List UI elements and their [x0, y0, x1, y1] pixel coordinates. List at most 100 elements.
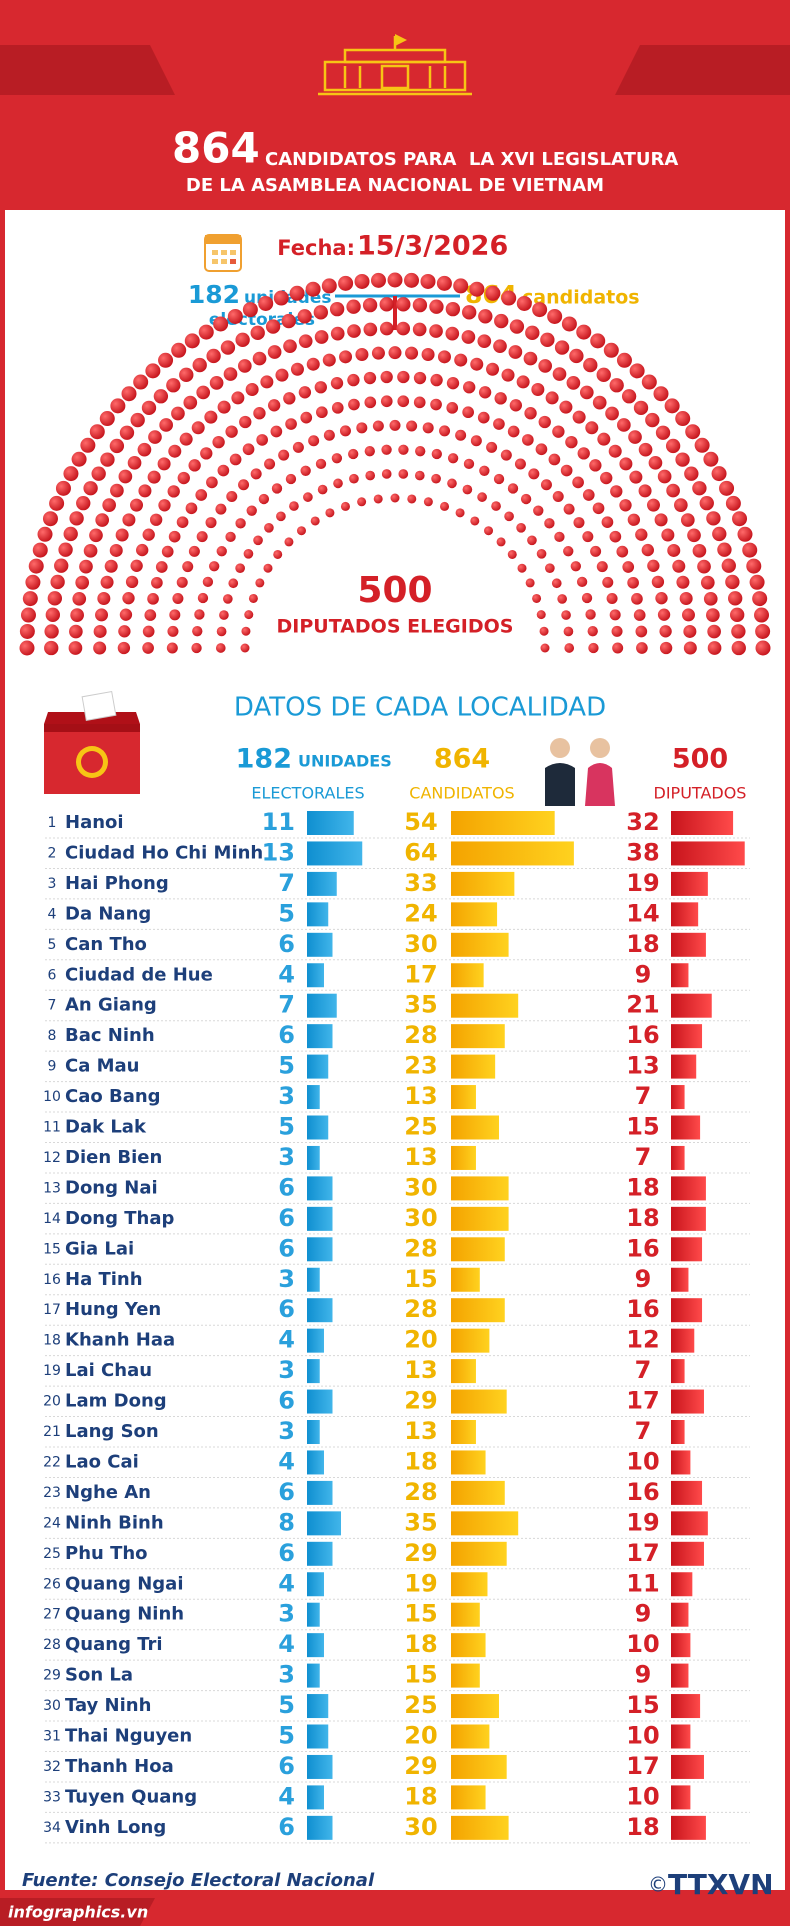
- deputies-bar: [671, 1054, 697, 1079]
- seat: [355, 348, 369, 362]
- units-bar: [307, 902, 329, 927]
- seat: [49, 495, 65, 511]
- deputies-bar: [671, 1754, 704, 1779]
- seat: [461, 330, 476, 344]
- seat: [365, 470, 376, 481]
- candidates-bar: [451, 1420, 476, 1444]
- seat: [255, 578, 265, 588]
- seat: [216, 546, 227, 557]
- seat: [379, 321, 394, 336]
- seat: [616, 545, 629, 558]
- seat: [680, 513, 695, 527]
- seat: [470, 516, 480, 526]
- body: [5, 210, 785, 1890]
- units-value: 5: [278, 899, 295, 927]
- seat: [621, 389, 637, 404]
- seat: [683, 641, 697, 655]
- deputies-bar: [671, 1511, 708, 1536]
- deputies-value: 9: [635, 1661, 652, 1689]
- seat: [159, 418, 173, 432]
- seat: [536, 548, 547, 559]
- seat: [45, 607, 60, 622]
- seat: [414, 470, 425, 481]
- seat: [176, 516, 189, 529]
- seat: [561, 316, 577, 332]
- seat: [196, 531, 208, 543]
- seat: [188, 459, 201, 472]
- seat: [248, 593, 258, 603]
- seat: [275, 368, 289, 382]
- units-value: 6: [278, 1204, 295, 1232]
- units-value: 3: [278, 1356, 295, 1384]
- seat: [241, 626, 251, 636]
- seat: [313, 305, 328, 320]
- seat: [308, 435, 320, 447]
- seat: [627, 576, 639, 589]
- row-number: 30: [43, 1698, 61, 1714]
- seat: [420, 273, 436, 289]
- seat: [285, 418, 297, 430]
- seat: [520, 493, 532, 505]
- units-bar: [307, 1541, 333, 1566]
- seat: [168, 444, 182, 458]
- deputies-value: 17: [626, 1387, 659, 1415]
- row-number: 18: [43, 1333, 61, 1349]
- seat: [755, 640, 771, 656]
- seat: [250, 468, 262, 480]
- seat: [470, 435, 482, 447]
- seat: [155, 561, 168, 573]
- seat: [300, 465, 311, 476]
- seat: [93, 641, 107, 655]
- seat: [300, 411, 313, 424]
- deputies-value: 13: [626, 1052, 659, 1080]
- seat: [496, 537, 506, 547]
- seat: [323, 429, 335, 441]
- candidates-bar: [451, 902, 498, 927]
- row-number: 34: [43, 1820, 61, 1836]
- seat: [349, 473, 359, 484]
- row-name: Phu Tho: [65, 1543, 148, 1564]
- seat: [333, 478, 343, 489]
- seat: [633, 400, 649, 416]
- seat: [721, 558, 736, 573]
- deputies-value: 15: [626, 1113, 659, 1141]
- seat: [548, 453, 561, 466]
- column-count: 500: [672, 744, 728, 775]
- seat: [83, 481, 98, 496]
- seat: [554, 340, 570, 355]
- units-bar: [307, 1511, 341, 1536]
- seat: [699, 495, 714, 511]
- deputies-value: 9: [635, 1265, 652, 1293]
- seat: [749, 574, 765, 590]
- seat: [292, 441, 304, 453]
- seat: [91, 466, 106, 481]
- units-bar: [307, 1785, 324, 1810]
- seat: [654, 513, 668, 527]
- row-number: 23: [43, 1485, 61, 1501]
- seat: [538, 359, 553, 373]
- units-value: 4: [278, 960, 295, 988]
- seat: [552, 491, 564, 503]
- deputies-value: 9: [635, 1600, 652, 1628]
- seat: [725, 495, 741, 511]
- row-name: Quang Ninh: [65, 1604, 184, 1625]
- seat: [755, 623, 771, 639]
- seat: [70, 608, 84, 622]
- units-value: 3: [278, 1600, 295, 1628]
- seat: [431, 448, 442, 460]
- seat: [609, 530, 622, 543]
- seat: [317, 484, 328, 495]
- seat: [263, 563, 273, 573]
- seat: [547, 308, 563, 324]
- seat: [421, 348, 435, 362]
- seat: [179, 367, 194, 383]
- seat: [71, 451, 87, 467]
- seat: [493, 418, 505, 430]
- deputies-bar: [671, 1237, 703, 1262]
- seat: [177, 471, 190, 485]
- seat: [566, 376, 581, 390]
- seat: [588, 642, 599, 654]
- seat: [250, 325, 265, 340]
- seat: [44, 640, 59, 656]
- candidates-bar: [451, 1267, 480, 1292]
